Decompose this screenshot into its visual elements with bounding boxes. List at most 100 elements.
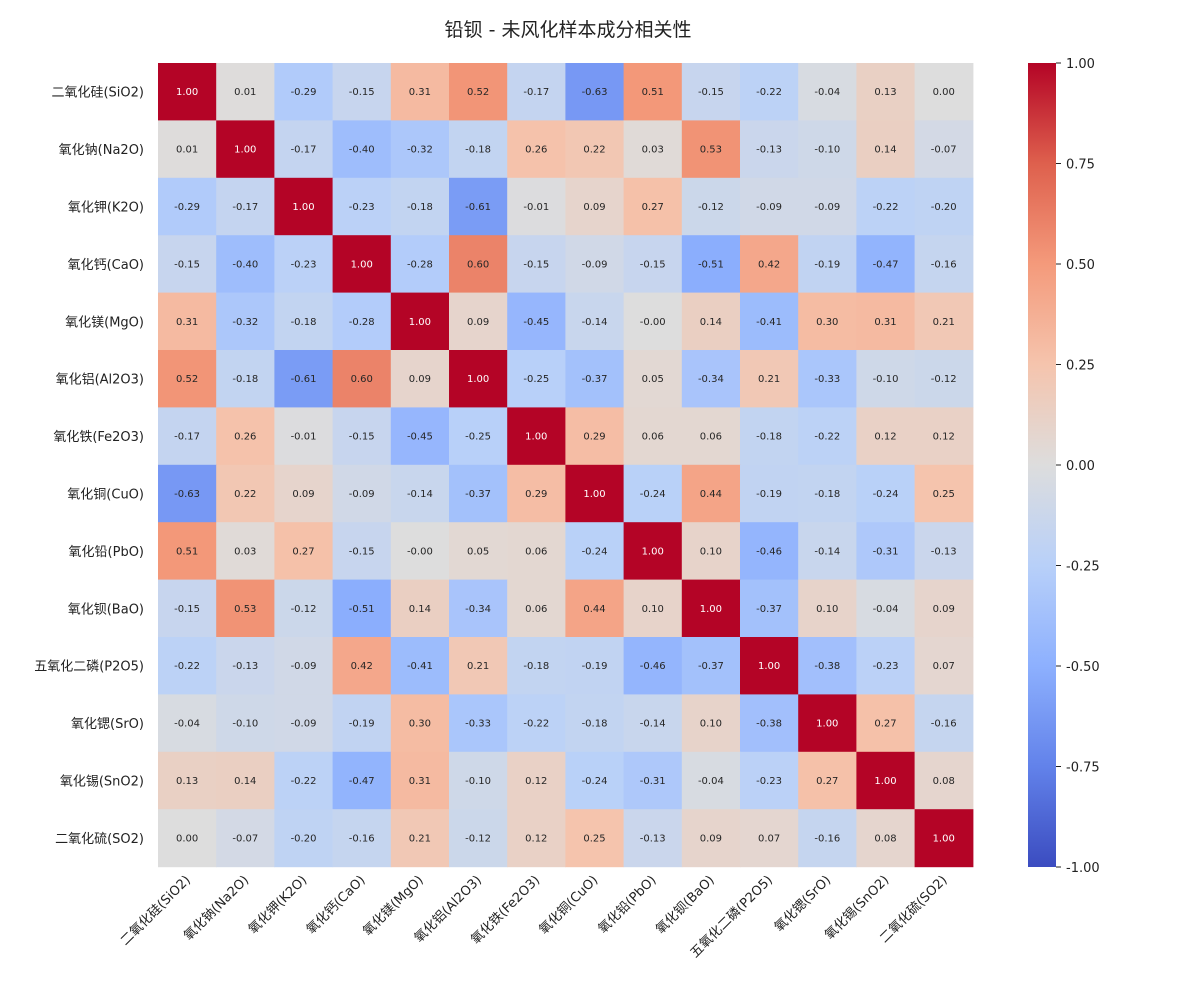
heatmap-cell-label: -0.04 bbox=[873, 604, 899, 615]
heatmap-cell bbox=[158, 120, 217, 179]
heatmap-cell bbox=[507, 235, 566, 294]
heatmap-cell bbox=[274, 292, 334, 351]
heatmap-cell-labels: 1.00 0.01 -0.29 -0.15 0.31 0.52 -0.17 -0.63 0.51… bbox=[174, 87, 956, 844]
heatmap-cell-label: -0.10 bbox=[465, 776, 491, 787]
heatmap-cell bbox=[565, 522, 625, 581]
heatmap-cell bbox=[856, 579, 916, 638]
heatmap-cell bbox=[158, 579, 217, 638]
heatmap-cell-label: -0.17 bbox=[174, 432, 200, 443]
y-axis-tick-labels: 二氧化硅(SiO2) 氧化钠(Na2O) 氧化钾(K2O) 氧化钙(CaO) 氧化镁(M… bbox=[34, 86, 144, 847]
heatmap-cell-label: -0.09 bbox=[756, 202, 782, 213]
heatmap-cell-label: -0.15 bbox=[349, 432, 375, 443]
heatmap-cell-label: -0.20 bbox=[291, 833, 317, 844]
heatmap-cell bbox=[856, 464, 916, 523]
heatmap-cell-label: -0.34 bbox=[698, 374, 724, 385]
heatmap-cell-label: -0.22 bbox=[873, 202, 899, 213]
heatmap-cell bbox=[914, 751, 974, 810]
heatmap-cell-label: -0.09 bbox=[582, 259, 608, 270]
heatmap-cell bbox=[623, 235, 683, 294]
heatmap-cell-label: -0.18 bbox=[756, 432, 782, 443]
heatmap-cell bbox=[914, 407, 974, 466]
heatmap-cell-label: -0.14 bbox=[814, 546, 840, 557]
heatmap-cell bbox=[507, 637, 566, 695]
heatmap-cell bbox=[740, 637, 799, 695]
heatmap-cell bbox=[507, 63, 566, 121]
x-tick-label: 氧化锶(SrO) bbox=[772, 873, 834, 935]
heatmap-cell-label: -0.45 bbox=[523, 317, 549, 328]
heatmap-cell-label: 0.30 bbox=[409, 719, 431, 730]
heatmap-cell-label: 0.21 bbox=[467, 661, 489, 672]
heatmap-cell bbox=[798, 522, 857, 581]
heatmap-cell-label: 0.27 bbox=[874, 719, 896, 730]
heatmap-cell-label: 0.25 bbox=[933, 489, 955, 500]
heatmap-cell-label: -0.18 bbox=[291, 317, 317, 328]
heatmap-cell bbox=[798, 292, 857, 351]
heatmap-cell-label: -0.41 bbox=[407, 661, 433, 672]
colorbar bbox=[1028, 63, 1056, 867]
heatmap-cell bbox=[216, 235, 275, 294]
heatmap-cell bbox=[390, 292, 450, 351]
heatmap-cell bbox=[623, 292, 683, 351]
heatmap-cell bbox=[449, 637, 508, 695]
heatmap-cell-label: 1.00 bbox=[292, 202, 314, 213]
heatmap-cell bbox=[681, 235, 741, 294]
heatmap-cell-label: -0.14 bbox=[407, 489, 433, 500]
heatmap-cell-label: -0.13 bbox=[756, 145, 782, 156]
heatmap-cell-label: 0.31 bbox=[409, 776, 431, 787]
y-tick-label: 五氧化二磷(P2O5) bbox=[34, 660, 144, 675]
heatmap-cell-label: -0.29 bbox=[174, 202, 200, 213]
heatmap-cell bbox=[332, 809, 392, 868]
heatmap-cell bbox=[798, 177, 857, 236]
y-tick-label: 氧化镁(MgO) bbox=[65, 315, 144, 330]
heatmap-cell bbox=[681, 407, 741, 466]
heatmap-cell-label: -0.00 bbox=[640, 317, 666, 328]
heatmap-cell bbox=[681, 579, 741, 638]
heatmap-cell-label: -0.12 bbox=[291, 604, 317, 615]
heatmap-cell-label: 0.12 bbox=[874, 432, 896, 443]
heatmap-cell-label: -0.23 bbox=[873, 661, 899, 672]
heatmap-cell bbox=[856, 350, 916, 408]
heatmap-cell bbox=[740, 63, 799, 121]
heatmap-cell-label: 0.07 bbox=[933, 661, 955, 672]
heatmap-cell-label: -0.40 bbox=[232, 259, 258, 270]
heatmap-cell bbox=[158, 292, 217, 351]
heatmap-cell bbox=[565, 350, 625, 408]
colorbar-tick-label: -1.00 bbox=[1066, 861, 1100, 876]
heatmap-cell bbox=[856, 120, 916, 179]
heatmap-cell-label: -0.33 bbox=[814, 374, 840, 385]
heatmap-cell-label: -0.19 bbox=[349, 719, 375, 730]
heatmap-cell bbox=[449, 522, 508, 581]
heatmap-cell bbox=[623, 522, 683, 581]
heatmap-cell-label: 0.00 bbox=[176, 833, 198, 844]
heatmap-cell bbox=[216, 694, 275, 753]
heatmap-cell bbox=[390, 350, 450, 408]
heatmap-cell-label: -0.12 bbox=[698, 202, 724, 213]
heatmap-cell bbox=[681, 751, 741, 810]
heatmap-cell-label: -0.37 bbox=[698, 661, 724, 672]
heatmap-cell bbox=[390, 579, 450, 638]
heatmap-cell-label: 0.09 bbox=[409, 374, 431, 385]
heatmap-cell bbox=[449, 120, 508, 179]
heatmap-cell-label: -0.09 bbox=[349, 489, 375, 500]
heatmap-cell-label: -0.18 bbox=[814, 489, 840, 500]
heatmap-cell bbox=[390, 464, 450, 523]
heatmap-cell-label: -0.19 bbox=[582, 661, 608, 672]
heatmap-cell-label: -0.16 bbox=[814, 833, 840, 844]
heatmap-cell bbox=[507, 292, 566, 351]
x-tick-label: 二氧化硅(SiO2) bbox=[118, 873, 194, 949]
heatmap-cell-label: 1.00 bbox=[874, 776, 896, 787]
heatmap-cell bbox=[798, 120, 857, 179]
heatmap-cell bbox=[274, 120, 334, 179]
x-tick-label: 氧化铜(CuO) bbox=[536, 873, 601, 938]
heatmap-cell-label: -0.61 bbox=[465, 202, 491, 213]
heatmap-cell-label: -0.00 bbox=[407, 546, 433, 557]
heatmap-cell bbox=[216, 464, 275, 523]
heatmap-cell-label: 0.29 bbox=[525, 489, 547, 500]
heatmap-cell bbox=[274, 522, 334, 581]
heatmap-cell bbox=[274, 809, 334, 868]
heatmap-cell bbox=[856, 407, 916, 466]
heatmap-cells bbox=[158, 63, 974, 868]
heatmap-cell bbox=[332, 407, 392, 466]
heatmap-cell bbox=[681, 350, 741, 408]
heatmap-cell bbox=[274, 751, 334, 810]
